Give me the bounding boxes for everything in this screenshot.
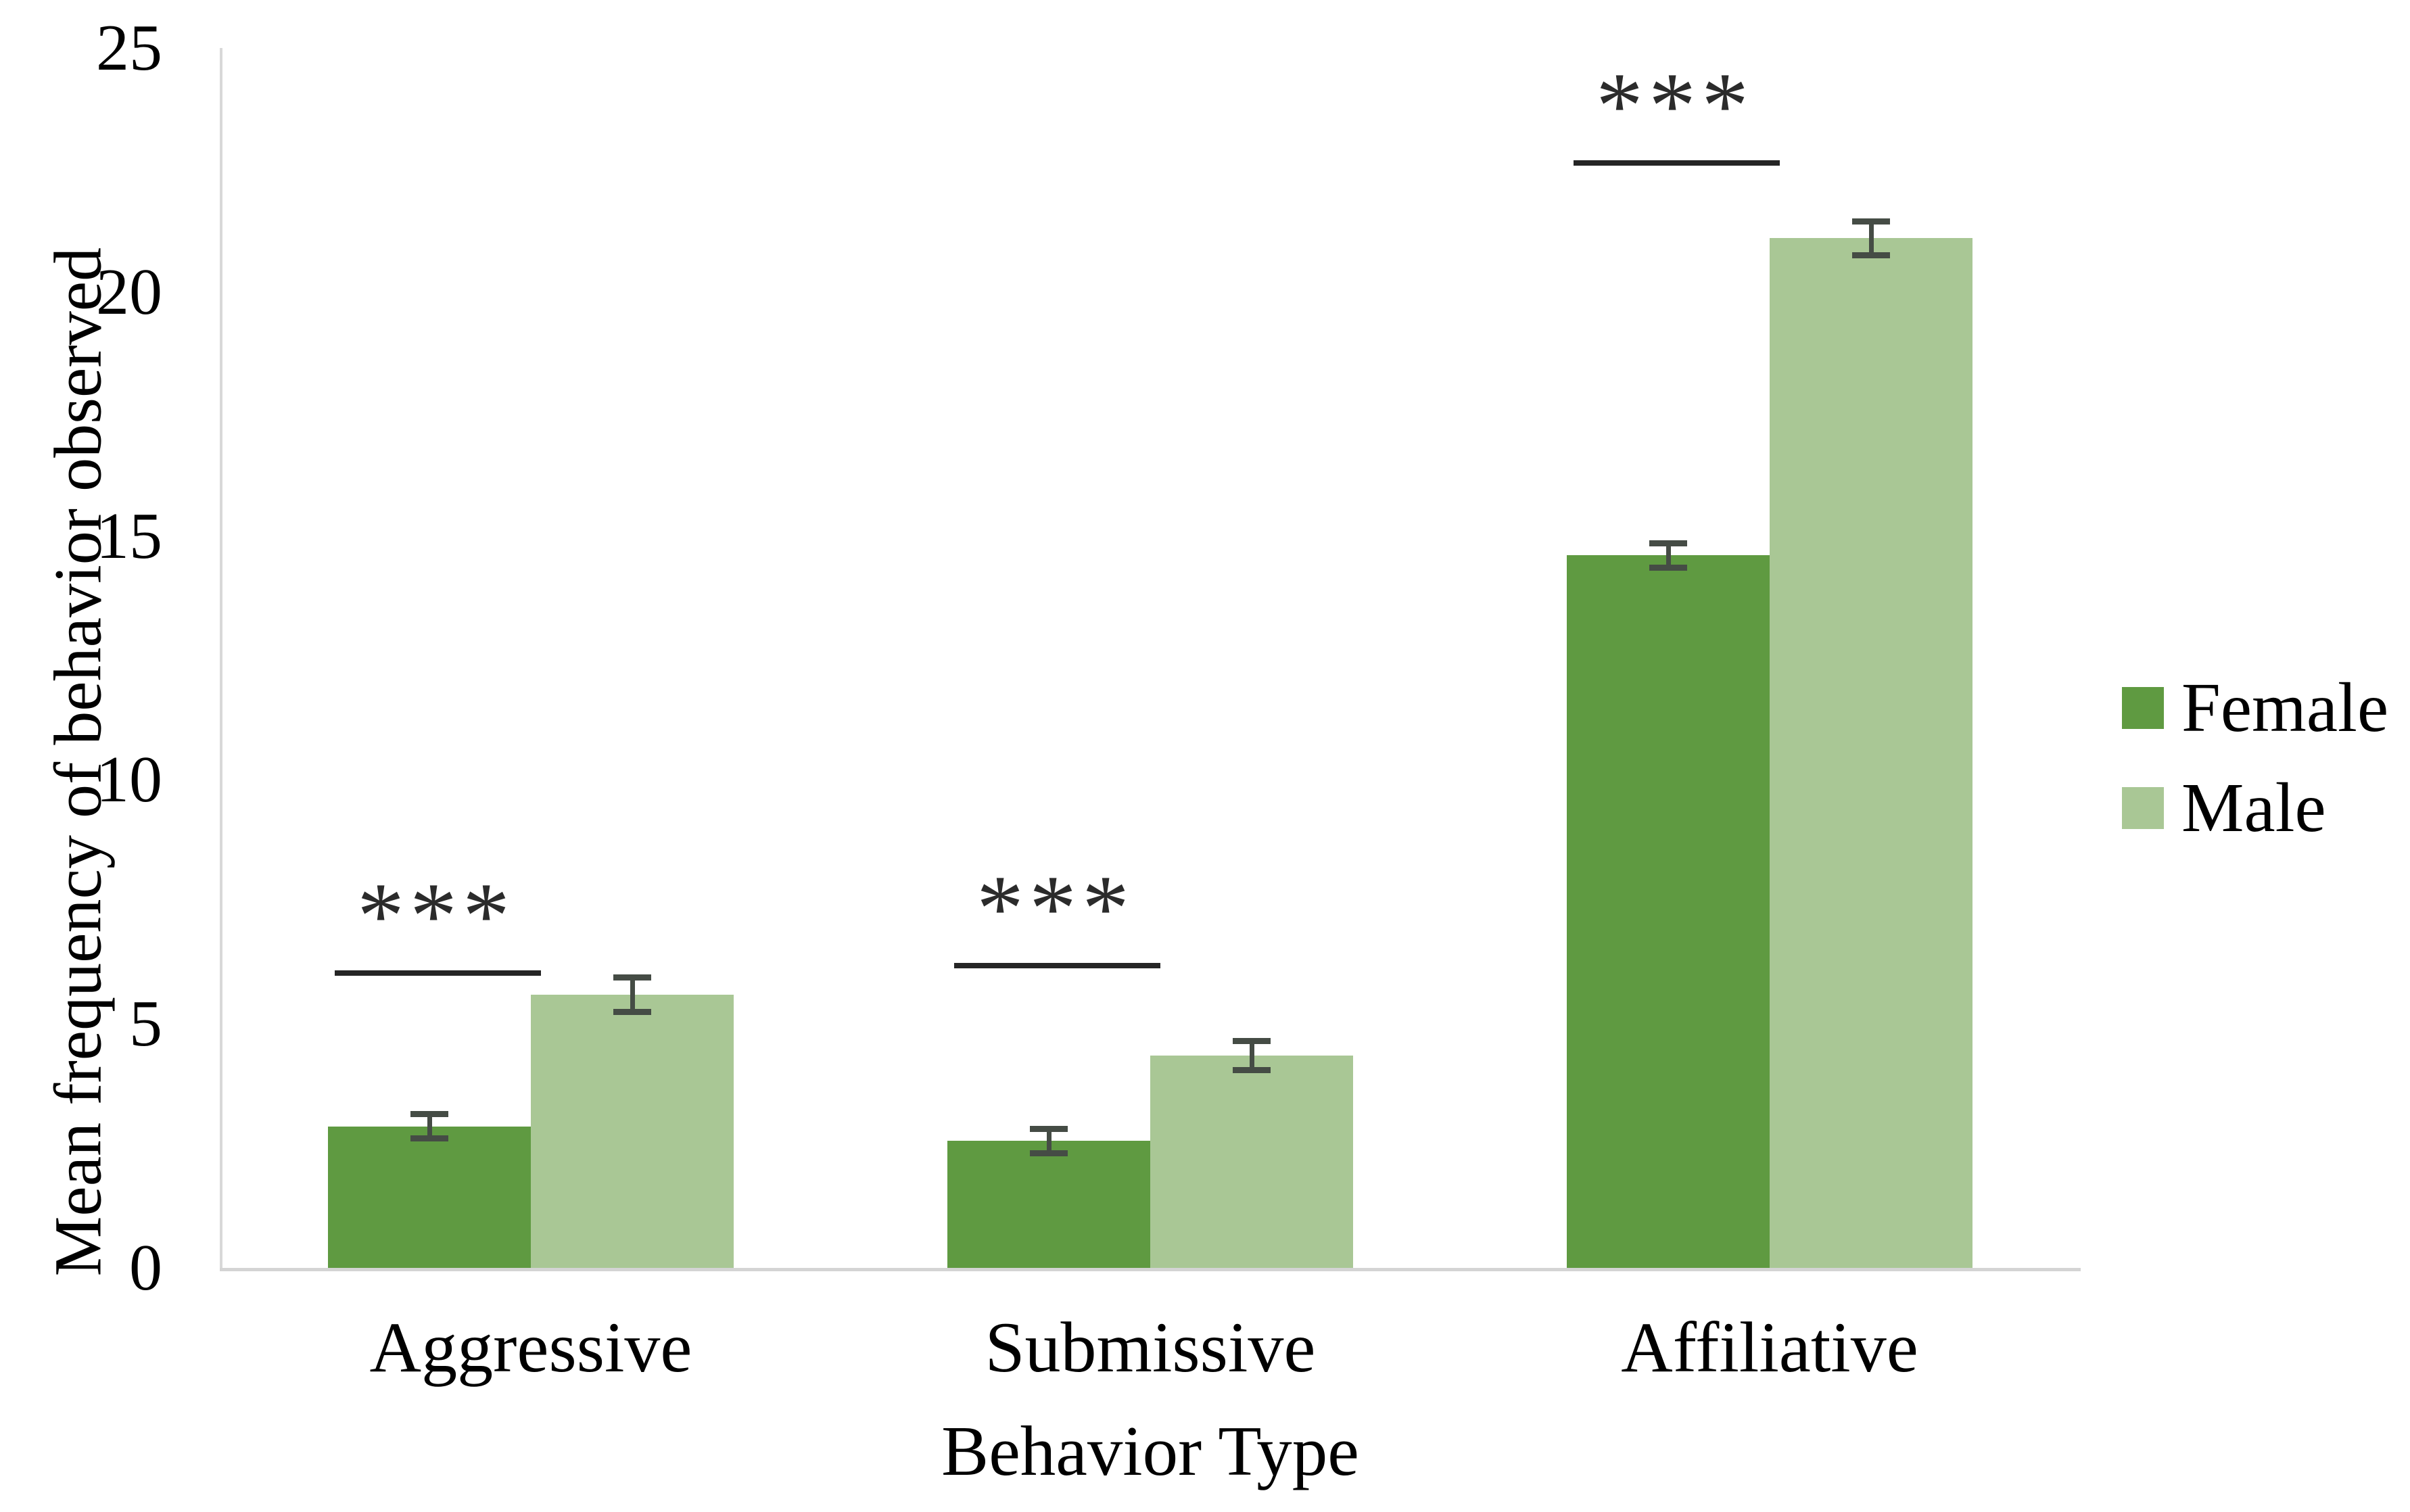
significance-line bbox=[954, 963, 1160, 968]
legend-item-male: Male bbox=[2122, 773, 2388, 843]
legend-label-male: Male bbox=[2181, 769, 2326, 847]
bar-male-affiliative bbox=[1770, 238, 1972, 1268]
error-bar-cap-top bbox=[613, 974, 651, 981]
bar-male-submissive bbox=[1150, 1056, 1353, 1268]
y-tick-label: 10 bbox=[96, 743, 162, 817]
error-bar-cap-top bbox=[1649, 540, 1687, 546]
error-bar bbox=[1046, 1129, 1052, 1154]
error-bar-cap-bottom bbox=[1030, 1150, 1068, 1156]
x-category-label: Aggressive bbox=[369, 1308, 692, 1387]
error-bar-cap-bottom bbox=[1233, 1067, 1271, 1074]
legend-item-female: Female bbox=[2122, 673, 2388, 743]
significance-line bbox=[1574, 160, 1780, 166]
significance-stars: *** bbox=[1596, 53, 1754, 158]
error-bar-cap-bottom bbox=[1649, 565, 1687, 571]
error-bar-cap-top bbox=[1030, 1125, 1068, 1132]
y-tick-label: 5 bbox=[129, 987, 162, 1061]
error-bar-cap-bottom bbox=[1852, 252, 1890, 259]
significance-stars: *** bbox=[976, 856, 1135, 961]
y-axis-line bbox=[220, 48, 222, 1268]
bar-female-submissive bbox=[947, 1141, 1150, 1268]
significance-stars: *** bbox=[357, 863, 515, 968]
bar-male-aggressive bbox=[531, 994, 734, 1268]
x-category-label: Affiliative bbox=[1621, 1308, 1918, 1387]
error-bar bbox=[630, 977, 635, 1012]
error-bar bbox=[1868, 221, 1874, 256]
significance-line bbox=[335, 970, 541, 976]
bar-female-affiliative bbox=[1567, 555, 1770, 1268]
legend: Female Male bbox=[2122, 673, 2388, 873]
error-bar-cap-top bbox=[1233, 1037, 1271, 1044]
error-bar bbox=[427, 1114, 432, 1139]
x-axis-title: Behavior Type bbox=[941, 1411, 1359, 1490]
male-swatch-icon bbox=[2122, 787, 2164, 829]
y-tick-label: 0 bbox=[129, 1231, 162, 1304]
x-category-label: Submissive bbox=[985, 1308, 1316, 1387]
error-bar bbox=[1249, 1041, 1254, 1070]
error-bar-cap-top bbox=[410, 1111, 448, 1118]
y-tick-label: 20 bbox=[96, 255, 162, 329]
error-bar bbox=[1665, 543, 1671, 568]
y-tick-label: 25 bbox=[96, 11, 162, 85]
legend-label-female: Female bbox=[2181, 669, 2389, 747]
y-tick-label: 15 bbox=[96, 499, 162, 573]
bar-female-aggressive bbox=[328, 1126, 531, 1268]
error-bar-cap-top bbox=[1852, 218, 1890, 225]
female-swatch-icon bbox=[2122, 687, 2164, 729]
x-axis-line bbox=[220, 1268, 2081, 1271]
error-bar-cap-bottom bbox=[613, 1008, 651, 1015]
error-bar-cap-bottom bbox=[410, 1135, 448, 1142]
